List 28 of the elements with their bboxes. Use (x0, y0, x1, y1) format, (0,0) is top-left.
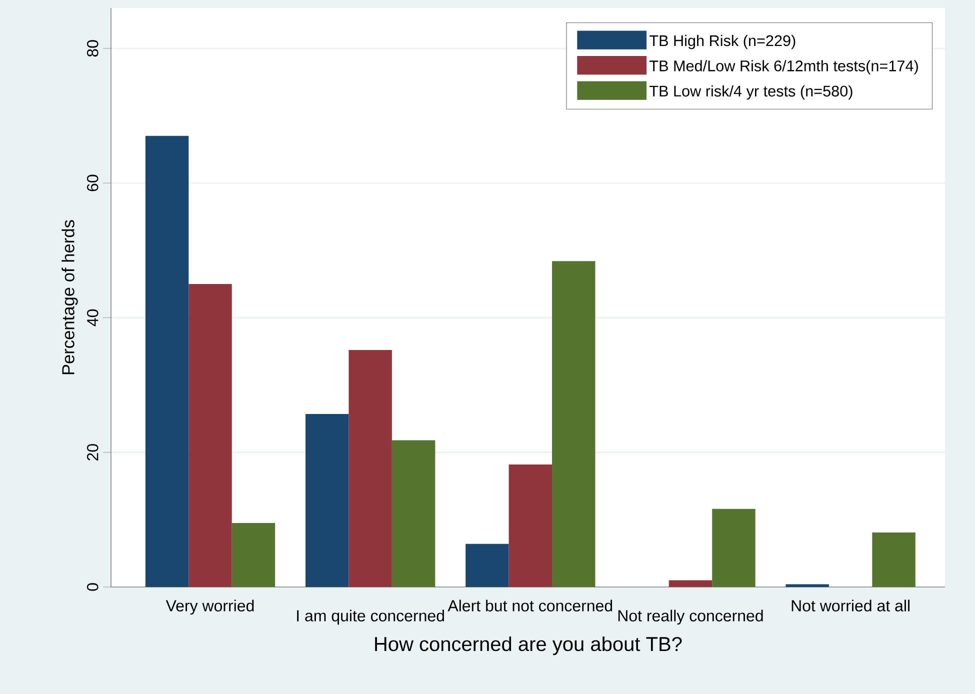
x-tick-label: Not really concerned (618, 610, 763, 625)
legend-label: TB Med/Low Risk 6/12mth tests(n=174) (650, 60, 918, 74)
legend-label: TB High Risk (n=229) (650, 34, 796, 50)
x-tick-label: I am quite concerned (297, 610, 444, 625)
bar (305, 414, 349, 587)
x-tick-label: Alert but not concerned (448, 600, 612, 612)
x-tick-label: Very worried (166, 600, 254, 615)
bar (508, 464, 552, 587)
legend-label: TB Low risk/4 yr tests (n=580) (650, 85, 852, 100)
bar (348, 350, 392, 587)
x-tick-label: Not worried at all (792, 600, 910, 612)
y-tick-label: 40 (86, 309, 98, 326)
y-tick-label: 20 (86, 444, 98, 460)
y-tick-label: 0 (86, 583, 98, 591)
bar (712, 508, 756, 587)
y-axis-title: Percentage of herds (62, 220, 78, 374)
bar (668, 580, 712, 587)
bar (232, 523, 276, 587)
y-tick-label: 80 (86, 40, 98, 57)
bar (145, 136, 189, 587)
bar (466, 544, 509, 587)
bar (786, 584, 829, 587)
bar (188, 284, 232, 587)
bar (552, 261, 596, 587)
bar (872, 532, 916, 587)
y-tick-label: 60 (86, 174, 98, 192)
bar (392, 440, 436, 587)
x-axis-title: How concerned are you about TB? (375, 636, 682, 656)
